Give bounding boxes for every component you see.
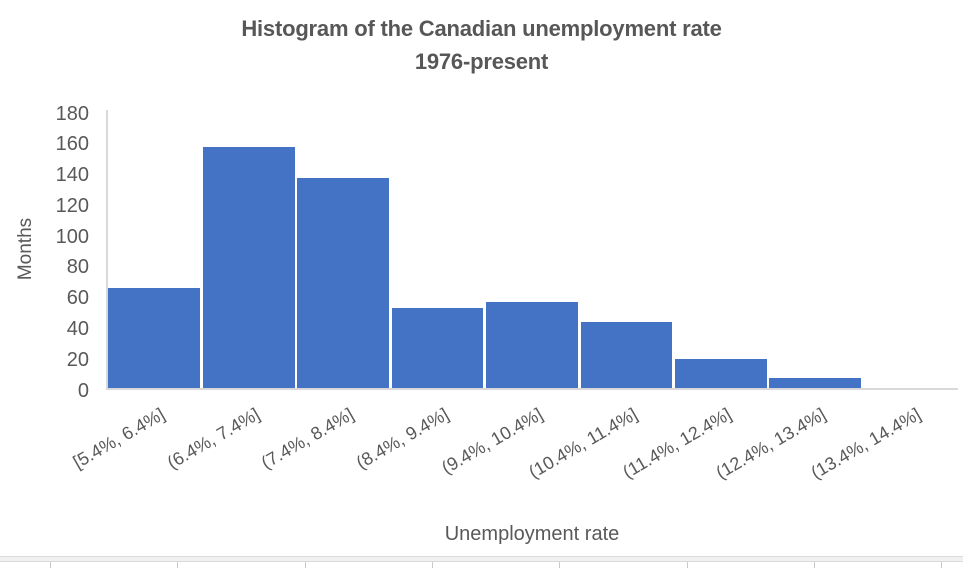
- y-tick-label: 120: [55, 194, 89, 217]
- spreadsheet-row-edge: [0, 556, 963, 562]
- spreadsheet-column-gridline: [304, 562, 306, 568]
- y-tick-label: 20: [66, 348, 89, 371]
- y-tick-label: 40: [66, 317, 89, 340]
- y-tick-label: 0: [77, 379, 89, 402]
- spreadsheet-column-gridline: [941, 562, 943, 568]
- y-tick-label: 100: [55, 225, 89, 248]
- chart-title-line2: 1976-present: [414, 49, 549, 74]
- histogram-bar[interactable]: [202, 146, 295, 389]
- spreadsheet-column-gridline: [559, 562, 561, 568]
- y-tick-label: 80: [66, 256, 89, 279]
- x-tick-label: [5.4%, 6.4%]: [69, 404, 169, 473]
- chart-title: Histogram of the Canadian unemployment r…: [0, 12, 963, 78]
- y-tick-label: 140: [55, 164, 89, 187]
- y-axis-line: [106, 110, 108, 390]
- y-tick-label: 160: [55, 133, 89, 156]
- spreadsheet-column-gridline: [50, 562, 51, 568]
- spreadsheet-column-gridline: [431, 562, 433, 568]
- histogram-bar[interactable]: [486, 302, 578, 389]
- chart-title-line1: Histogram of the Canadian unemployment r…: [241, 16, 722, 41]
- histogram-bar[interactable]: [297, 177, 390, 389]
- spreadsheet-column-gridline: [813, 562, 815, 568]
- x-axis-line: [106, 388, 958, 390]
- histogram-bar[interactable]: [391, 308, 484, 389]
- x-tick-label: (7.4%, 8.4%]: [257, 404, 358, 473]
- spreadsheet-column-gridline: [177, 562, 179, 568]
- y-tick-label: 180: [55, 102, 89, 125]
- spreadsheet-column-gridline: [686, 562, 688, 568]
- x-tick-label: (6.4%, 7.4%]: [163, 404, 263, 473]
- histogram-bar[interactable]: [674, 359, 767, 389]
- x-tick-label: (8.4%, 9.4%]: [352, 404, 452, 473]
- y-tick-label: 60: [66, 287, 89, 310]
- histogram-bar[interactable]: [769, 377, 862, 389]
- histogram-bar[interactable]: [580, 322, 673, 389]
- histogram-bar[interactable]: [108, 288, 201, 389]
- x-axis-title: Unemployment rate: [444, 523, 620, 545]
